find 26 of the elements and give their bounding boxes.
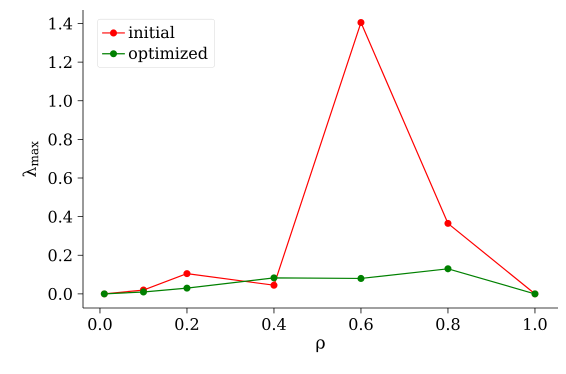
y-tick-label: 0.6	[48, 172, 72, 184]
x-tick-label: 0.6	[349, 318, 373, 330]
point	[444, 265, 452, 272]
point	[270, 282, 278, 289]
y-tick-label: 0.4	[48, 210, 72, 223]
point	[183, 270, 190, 278]
point	[357, 274, 364, 282]
x-tick-label: 0.0	[88, 318, 112, 330]
y-tick-label: 0.0	[48, 288, 72, 300]
point	[444, 220, 452, 227]
y-tick-label: 1.0	[49, 94, 72, 107]
point	[270, 274, 278, 282]
legend-label: optimized	[128, 46, 208, 62]
y-tick-label: 0.8	[48, 133, 72, 146]
y-tick-label: 0.2	[48, 249, 72, 262]
x-tick-label: 0.4	[262, 318, 286, 330]
x-tick-label: 0.8	[436, 318, 460, 330]
point	[183, 284, 190, 292]
legend-label: initial	[128, 26, 174, 38]
x-tick-label: 0.2	[175, 318, 198, 330]
point	[357, 19, 364, 26]
x-axis-title: ρ	[316, 339, 325, 352]
y-tick-label: 1.4	[49, 17, 72, 30]
y-axis-title: λ$_{max}$	[22, 141, 38, 177]
x-tick-label: 1.0	[524, 318, 547, 330]
y-tick-label: 1.2	[49, 56, 72, 68]
